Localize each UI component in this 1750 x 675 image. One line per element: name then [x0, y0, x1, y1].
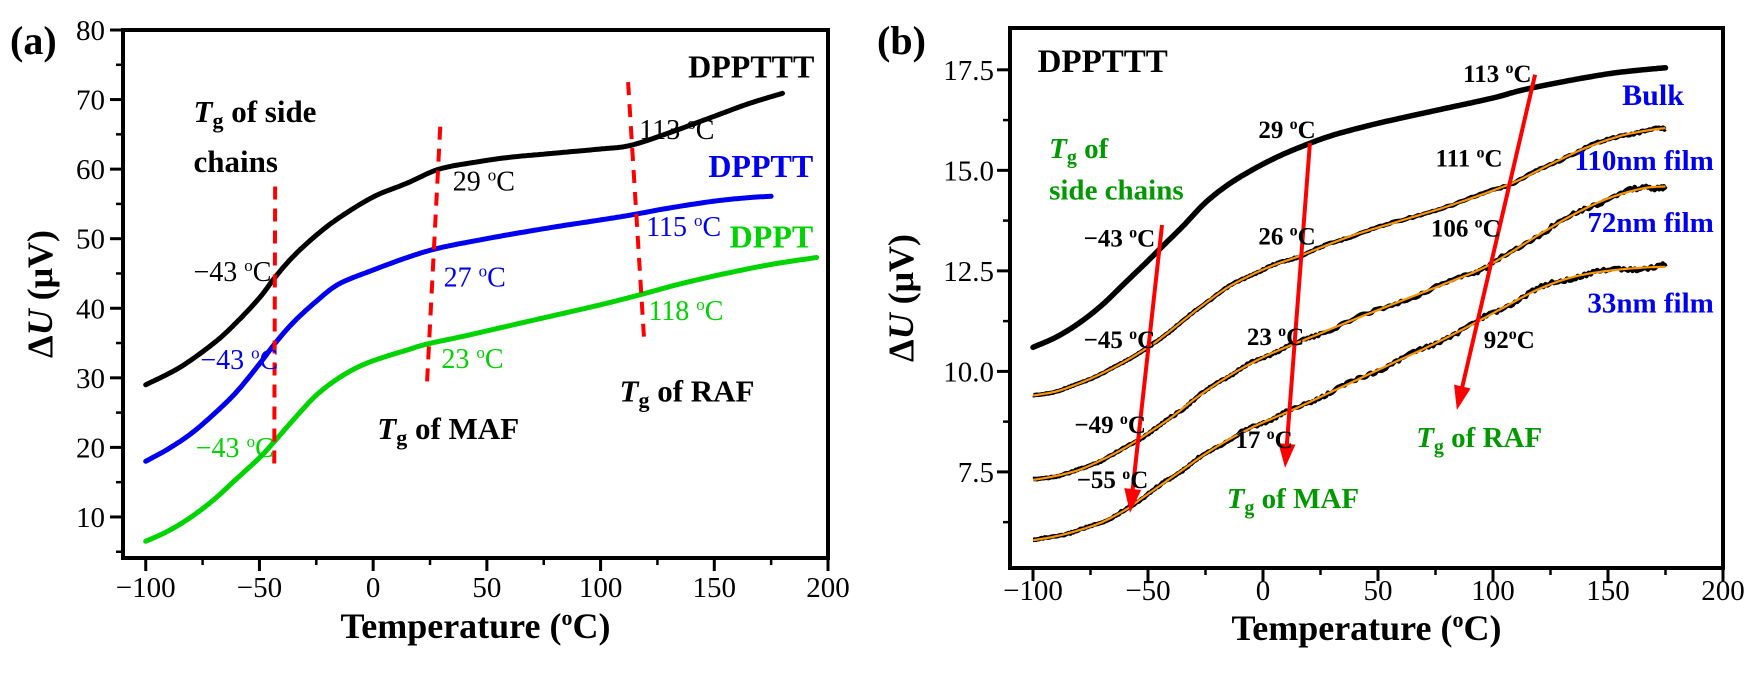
x-tick-label: −50	[237, 572, 282, 604]
red-dashed-line	[272, 186, 278, 467]
annotation-tg-of-maf: Tg of MAF	[377, 411, 519, 450]
y-tick-label: 60	[76, 154, 105, 186]
annotation-tg-of-maf: Tg of MAF	[1227, 483, 1359, 519]
x-tick-label: 100	[1471, 575, 1515, 607]
curve-72nm-film-fit	[1032, 185, 1666, 481]
curve-bulk	[1030, 65, 1669, 351]
annotation-dpptt: DPPTT	[708, 148, 813, 184]
annotation-111-c: 111 oC	[1436, 145, 1503, 173]
annotation-29-c: 29 oC	[1258, 116, 1315, 144]
annotation-92-c: 92oC	[1484, 326, 1535, 354]
panel-b-figure: −100 −50 0 50 100 150 200 7.5 10.0 12.5 15.0 17.5 Te…	[877, 18, 1745, 648]
annotation-tg-of: Tg of	[1049, 133, 1108, 169]
x-tick-label: 0	[366, 572, 381, 604]
annotation-43-c: −43 oC	[200, 344, 278, 376]
red-arrow-head	[1454, 384, 1471, 410]
curve-110nm-film-fit	[1032, 127, 1666, 397]
y-tick-label: 12.5	[943, 256, 994, 288]
x-axis-title: Temperature (oC)	[1232, 607, 1502, 648]
annotation-tg-of-raf: Tg of RAF	[1416, 422, 1542, 458]
y-tick-label: 15.0	[943, 155, 994, 187]
annotation-55-c: −55 oC	[1077, 466, 1149, 494]
x-tick-label: 150	[1586, 575, 1630, 607]
panel-a-figure: −100 −50 0 50 100 150 200 10 20 30 40 50 60 70 80 Tempe…	[10, 15, 850, 646]
y-tick-label: 40	[76, 293, 105, 325]
annotation-tg-of-side: Tg of side	[194, 94, 317, 133]
x-tick-label: 50	[1364, 575, 1393, 607]
red-arrow-line	[1284, 142, 1312, 451]
x-tick-label: −50	[1125, 575, 1170, 607]
y-tick-label: 70	[76, 85, 105, 117]
x-tick-label: 150	[693, 572, 737, 604]
annotation-side-chains: side chains	[1049, 175, 1184, 207]
annotation-33nm-film: 33nm film	[1587, 288, 1713, 320]
annotation-bulk: Bulk	[1622, 79, 1684, 112]
annotation-23-c: 23 oC	[1247, 323, 1304, 351]
x-tick-label: 100	[579, 572, 623, 604]
annotation-17-c: 17 oC	[1235, 426, 1292, 454]
curve-dppttt	[143, 90, 785, 388]
y-tick-label: 20	[76, 432, 105, 464]
annotation-43-c: −43 oC	[196, 432, 274, 464]
red-arrow-line	[1130, 224, 1165, 496]
y-axis-title: ΔU (μV)	[881, 234, 921, 362]
y-tick-label: 7.5	[958, 457, 994, 489]
y-tick-label: 10	[76, 502, 105, 534]
red-arrow-head	[1278, 443, 1296, 468]
annotation-29-c: 29 oC	[453, 166, 515, 198]
annotation-chains: chains	[194, 144, 278, 179]
y-tick-label: 10.0	[943, 356, 994, 388]
red-arrow-line	[1459, 74, 1538, 393]
annotation-72nm-film: 72nm film	[1587, 207, 1713, 239]
annotation-106-c: 106 oC	[1431, 215, 1501, 243]
annotation-43-c: −43 oC	[1084, 225, 1156, 253]
y-tick-label: 30	[76, 363, 105, 395]
annotation-dppt: DPPT	[730, 219, 814, 255]
x-tick-label: −100	[1003, 575, 1063, 607]
annotation-45-c: −45 oC	[1084, 326, 1156, 354]
curve-110nm-film-data	[1031, 125, 1668, 398]
annotation-49-c: −49 oC	[1074, 411, 1146, 439]
annotation-dppttt: DPPTTT	[688, 48, 814, 84]
annotation-26-c: 26 oC	[1258, 223, 1315, 251]
annotation-118-c: 118 oC	[648, 295, 723, 327]
red-arrow-head	[1124, 488, 1142, 513]
x-tick-label: 200	[806, 572, 850, 604]
y-axis-title: ΔU (μV)	[20, 230, 60, 358]
curve-dpptt	[143, 193, 774, 464]
curve-dppt	[143, 255, 820, 544]
annotation-27-c: 27 oC	[444, 262, 506, 294]
annotation-115-c: 115 oC	[646, 211, 721, 243]
x-tick-label: 0	[1256, 575, 1271, 607]
panel-label-a: (a)	[10, 18, 57, 63]
panel-label-b: (b)	[877, 18, 926, 63]
annotation-tg-of-raf: Tg of RAF	[620, 373, 755, 412]
x-tick-label: −100	[116, 572, 176, 604]
y-tick-label: 80	[76, 15, 105, 47]
plot-box-a	[121, 28, 830, 560]
x-axis-title: Temperature (oC)	[341, 605, 611, 646]
plot-box-b	[1008, 26, 1725, 570]
y-tick-label: 50	[76, 224, 105, 256]
annotation-113-c: 113 oC	[639, 114, 714, 146]
annotation-113-c: 113 oC	[1463, 60, 1531, 88]
annotation-110nm-film: 110nm film	[1574, 145, 1713, 177]
annotation-23-c: 23 oC	[441, 343, 503, 375]
annotation-dppttt: DPPTTT	[1038, 44, 1168, 80]
y-tick-label: 17.5	[943, 55, 994, 87]
annotation-43-c: −43 oC	[194, 256, 272, 288]
x-tick-label: 50	[472, 572, 501, 604]
x-tick-label: 200	[1701, 575, 1745, 607]
